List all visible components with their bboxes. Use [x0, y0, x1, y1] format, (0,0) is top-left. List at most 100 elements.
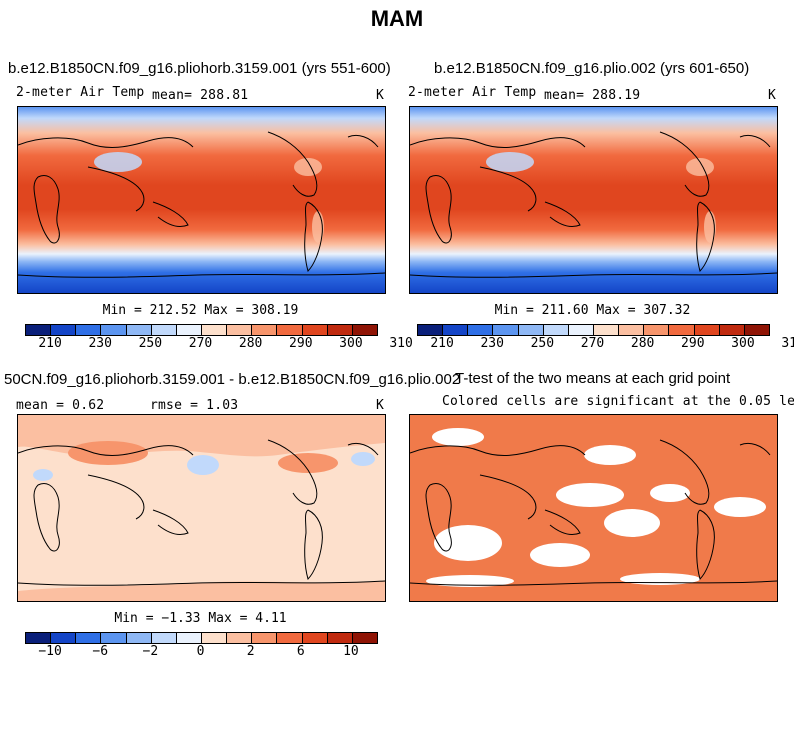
- colorbar-swatch: [126, 633, 152, 643]
- panel3-minmax: Min = −1.33 Max = 4.11: [114, 611, 287, 626]
- colorbar-swatch: [252, 325, 278, 335]
- colorbar-tick-label: 10: [343, 644, 359, 659]
- panel1-colorbar-ticks: 210 230 250 270 280 290 300 310: [25, 334, 412, 352]
- colorbar-swatch: [76, 325, 102, 335]
- colorbar-tick-label: 290: [289, 336, 313, 351]
- colorbar-swatch: [26, 633, 52, 643]
- panel3-colorbar: [25, 632, 378, 644]
- colorbar-tick-label: 230: [88, 336, 112, 351]
- panel1-colorbar: [25, 324, 378, 336]
- panel2-units: K: [768, 88, 777, 103]
- colorbar-swatch: [277, 633, 303, 643]
- colorbar-tick-label: 280: [238, 336, 263, 351]
- panel1-tibet-cold: [94, 152, 142, 172]
- panel3-rmse: rmse = 1.03: [150, 398, 239, 413]
- panel3-antarctic-warming: [18, 581, 385, 601]
- colorbar-tick-label: 300: [731, 336, 755, 351]
- panel2-rockies-cool: [686, 158, 714, 176]
- colorbar-swatch: [719, 325, 745, 335]
- figure-title: MAM: [370, 6, 424, 31]
- colorbar-swatch: [126, 325, 152, 335]
- colorbar-swatch: [418, 325, 444, 335]
- panel1-mean: mean= 288.81: [152, 88, 249, 103]
- colorbar-swatch: [51, 633, 77, 643]
- colorbar-swatch: [593, 325, 620, 335]
- panel2-mean: mean= 288.19: [544, 88, 641, 103]
- panel1-variable: 2-meter Air Temp: [16, 85, 145, 100]
- colorbar-swatch: [101, 633, 127, 643]
- colorbar-swatch: [26, 325, 52, 335]
- colorbar-swatch: [327, 325, 353, 335]
- panel1-minmax: Min = 212.52 Max = 308.19: [102, 303, 299, 318]
- panel2-title: b.e12.B1850CN.f09_g16.plio.002 (yrs 601-…: [434, 60, 750, 77]
- panel3-mean: mean = 0.62: [16, 398, 105, 413]
- colorbar-tick-label: 290: [681, 336, 705, 351]
- colorbar-swatch: [176, 633, 202, 643]
- colorbar-tick-label: −10: [38, 644, 62, 659]
- panel3-coastlines: [18, 439, 385, 586]
- panel4-title: T-test of the two means at each grid poi…: [455, 370, 731, 387]
- colorbar-tick-label: 310: [389, 336, 413, 351]
- colorbar-swatch: [744, 325, 769, 335]
- panel3-title: 50CN.f09_g16.pliohorb.3159.001 - b.e12.B…: [4, 371, 461, 388]
- colorbar-tick-label: 250: [138, 336, 163, 351]
- colorbar-tick-label: 210: [38, 336, 62, 351]
- panel3-med-cooling: [33, 469, 53, 481]
- colorbar-swatch: [644, 325, 670, 335]
- panel3-units: K: [376, 398, 385, 413]
- panel1-coastlines: [18, 131, 385, 278]
- colorbar-tick-label: −2: [142, 644, 159, 659]
- colorbar-swatch: [176, 325, 202, 335]
- colorbar-tick-label: 230: [480, 336, 504, 351]
- panel3-npacific-cooling: [187, 455, 219, 475]
- colorbar-swatch: [302, 325, 328, 335]
- panel2-map-svg: [410, 107, 777, 293]
- panel3-asia-warming: [68, 441, 148, 465]
- colorbar-swatch: [694, 325, 720, 335]
- panel2-variable: 2-meter Air Temp: [408, 85, 537, 100]
- panel2-coastlines: [410, 131, 777, 278]
- colorbar-swatch: [51, 325, 77, 335]
- colorbar-swatch: [543, 325, 569, 335]
- colorbar-swatch: [101, 325, 127, 335]
- panel2-colorbar-ticks: 210 230 250 270 280 290 300 310: [417, 334, 794, 352]
- colorbar-swatch: [327, 633, 353, 643]
- panel1-units: K: [376, 88, 385, 103]
- colorbar-swatch: [568, 325, 594, 335]
- panel1-temperature-field: [18, 107, 385, 293]
- panel4-map-svg: [410, 415, 777, 601]
- panel2-colorbar: [417, 324, 770, 336]
- colorbar-tick-label: 270: [580, 336, 605, 351]
- colorbar-tick-label: 300: [339, 336, 363, 351]
- colorbar-swatch: [518, 325, 544, 335]
- colorbar-swatch: [151, 633, 177, 643]
- colorbar-swatch: [302, 633, 328, 643]
- colorbar-tick-label: 2: [246, 644, 255, 659]
- panel4-coastlines: [410, 439, 777, 586]
- panel1-title: b.e12.B1850CN.f09_g16.pliohorb.3159.001 …: [8, 60, 391, 77]
- panel3-natlantic-cooling: [351, 452, 375, 466]
- panel1-rockies-cool: [294, 158, 322, 176]
- colorbar-swatch: [252, 633, 278, 643]
- colorbar-tick-label: 310: [781, 336, 794, 351]
- panel4-map: [409, 414, 778, 602]
- colorbar-tick-label: 250: [530, 336, 555, 351]
- colorbar-swatch: [468, 325, 494, 335]
- colorbar-swatch: [76, 633, 102, 643]
- panel4-insignificant-regions: [426, 428, 766, 587]
- colorbar-swatch: [352, 633, 377, 643]
- panel3-colorbar-ticks: −10 −6 −2 0 2 6 10: [25, 642, 376, 660]
- colorbar-tick-label: 210: [430, 336, 454, 351]
- colorbar-tick-label: 270: [188, 336, 213, 351]
- panel2-temperature-field: [410, 107, 777, 293]
- colorbar-swatch: [352, 325, 377, 335]
- colorbar-swatch: [227, 325, 253, 335]
- panel2-map: [409, 106, 778, 294]
- panel1-map-svg: [18, 107, 385, 293]
- colorbar-tick-label: 6: [296, 644, 305, 659]
- panel3-map-svg: [18, 415, 385, 601]
- panel2-tibet-cold: [486, 152, 534, 172]
- colorbar-swatch: [669, 325, 695, 335]
- panel3-namerica-warming: [278, 453, 338, 473]
- colorbar-swatch: [227, 633, 253, 643]
